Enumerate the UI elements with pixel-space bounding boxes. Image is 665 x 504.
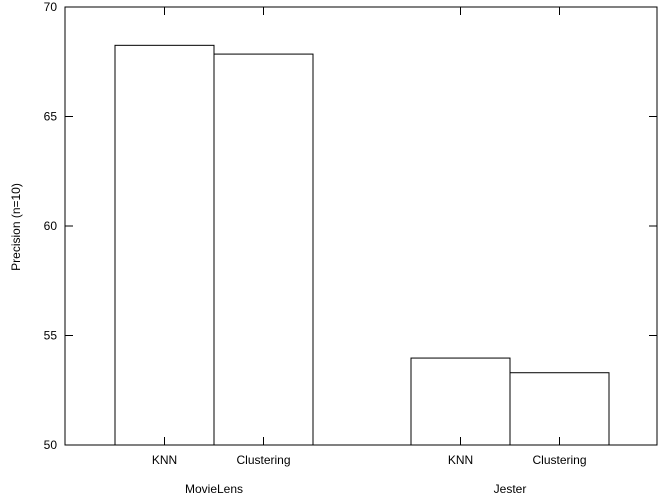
bar-jester-clustering: [509, 372, 610, 446]
y-tick-label: 70: [44, 0, 58, 14]
bar-movielens-clustering: [213, 53, 314, 446]
x-tick-label: Clustering: [532, 453, 586, 467]
bar-jester-knn: [410, 357, 511, 446]
y-tick-label: 65: [44, 110, 58, 124]
y-tick-label: 55: [44, 329, 58, 343]
y-tick-label: 60: [44, 219, 58, 233]
y-tick-label: 50: [44, 438, 58, 452]
x-tick-label: Clustering: [236, 453, 290, 467]
y-axis-label: Precision (n=10): [9, 183, 23, 271]
group-label: MovieLens: [185, 482, 243, 496]
x-tick-label: KNN: [152, 453, 177, 467]
bar-movielens-knn: [114, 44, 215, 446]
x-tick-label: KNN: [448, 453, 473, 467]
group-label: Jester: [494, 482, 527, 496]
